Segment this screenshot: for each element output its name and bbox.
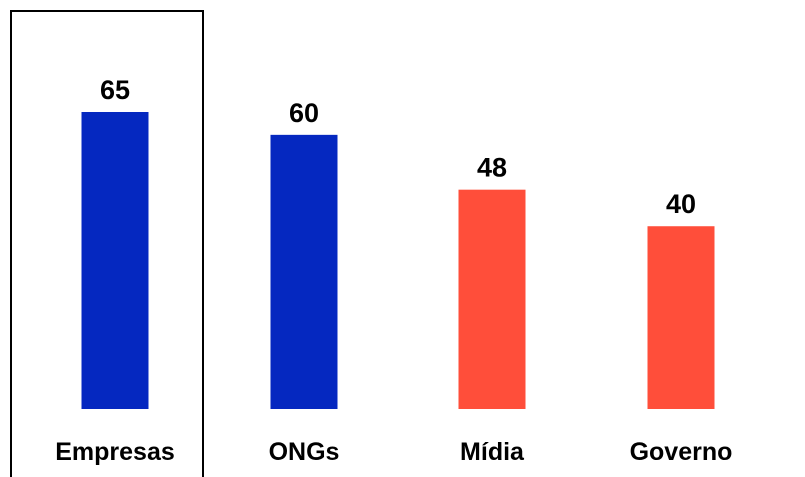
value-label-governo: 40: [666, 189, 696, 219]
category-label-midia: Mídia: [460, 438, 525, 466]
bar-empresas: [81, 112, 149, 409]
category-label-ongs: ONGs: [269, 438, 340, 466]
value-label-empresas: 65: [100, 75, 130, 105]
highlight-box: [10, 10, 204, 477]
category-label-empresas: Empresas: [55, 438, 175, 466]
bars-layer: [81, 112, 715, 409]
bar-midia: [458, 189, 526, 409]
category-labels-layer: Empresas ONGs Mídia Governo: [55, 438, 732, 466]
bar-governo: [647, 226, 715, 409]
value-label-midia: 48: [477, 153, 507, 183]
value-labels-layer: 65 60 48 40: [100, 75, 696, 219]
value-label-ongs: 60: [289, 98, 319, 128]
bar-ongs: [270, 134, 338, 409]
category-label-governo: Governo: [630, 438, 733, 466]
